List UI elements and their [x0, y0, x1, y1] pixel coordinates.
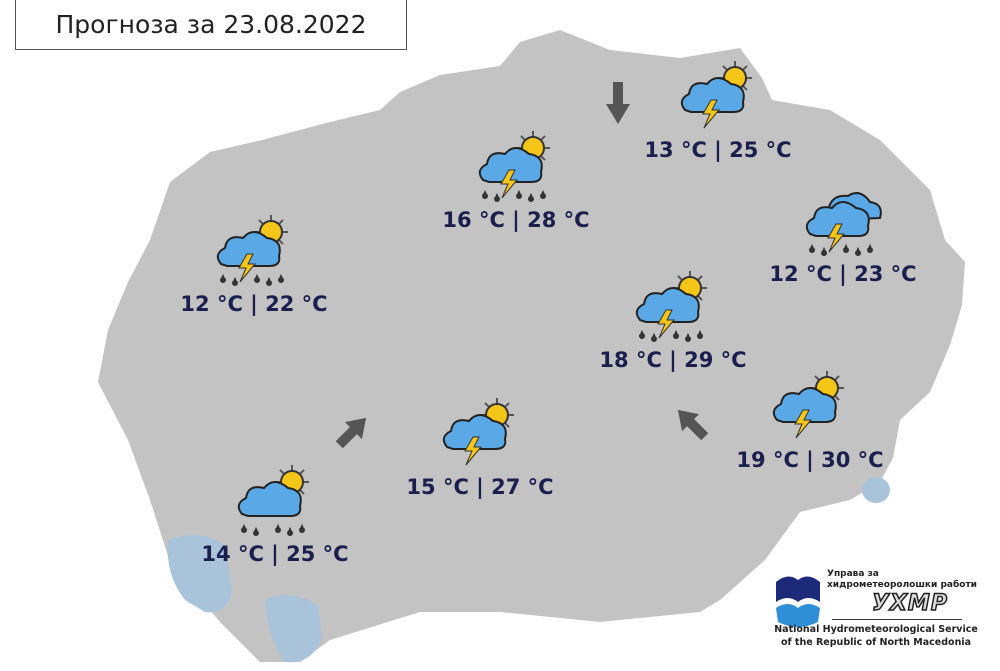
lake-ohrid [167, 535, 232, 613]
rain-icon [220, 274, 284, 286]
rain-icon [809, 244, 873, 256]
temperature-range: 19 °C | 30 °C [736, 448, 884, 472]
rain-icon [482, 190, 546, 202]
logo-agency-name: Управа за хидрометеоролошки работи [827, 569, 977, 590]
lightning-icon [702, 99, 721, 129]
cloud-icon [237, 481, 302, 517]
lightning-icon [827, 223, 846, 253]
sun-cloud-storm-rain-icon [416, 128, 616, 206]
temperature-range: 13 °C | 25 °C [644, 138, 792, 162]
sun-cloud-storm-icon [710, 368, 910, 446]
lightning-icon [464, 436, 483, 466]
rain-icon [639, 330, 703, 342]
logo-wave-icon [776, 576, 820, 627]
temperature-range: 12 °C | 23 °C [769, 262, 917, 286]
temperature-range: 15 °C | 27 °C [406, 475, 554, 499]
rain-icon [241, 524, 305, 536]
lake-prespa [265, 595, 322, 663]
temperature-range: 16 °C | 28 °C [442, 208, 590, 232]
forecast-location: 12 °C | 22 °C [154, 212, 354, 316]
temperature-range: 12 °C | 22 °C [180, 292, 328, 316]
cloud-icon [805, 201, 870, 237]
temperature-range: 18 °C | 29 °C [599, 348, 747, 372]
lightning-icon [794, 409, 813, 439]
wind-arrow-south-icon [606, 82, 630, 124]
forecast-location: 13 °C | 25 °C [618, 58, 818, 162]
land-area [98, 30, 965, 662]
cloud-icon [442, 414, 507, 450]
wind-arrow-southwest-icon [335, 417, 367, 449]
forecast-location: 15 °C | 27 °C [380, 395, 580, 499]
wind-arrow-northwest-icon [677, 409, 709, 441]
cloud-icon [680, 77, 745, 113]
logo-english-name: National Hydrometeorological Service of t… [774, 624, 978, 648]
sun-cloud-storm-rain-icon [154, 212, 354, 290]
sun-cloud-rain-icon [175, 462, 375, 540]
forecast-title: Прогноза за 23.08.2022 [15, 0, 407, 50]
cloud-icon [216, 231, 281, 267]
cloud-storm-rain-icon [743, 182, 943, 260]
sun-cloud-storm-rain-icon [573, 268, 773, 346]
lake-dojran [862, 477, 890, 503]
forecast-location: 16 °C | 28 °C [416, 128, 616, 232]
uhmr-logo: Управа за хидрометеоролошки работи УХМР … [762, 568, 998, 671]
lightning-icon [657, 309, 676, 339]
logo-divider [832, 619, 962, 620]
temperature-range: 14 °C | 25 °C [201, 542, 349, 566]
forecast-location: 14 °C | 25 °C [175, 462, 375, 566]
lightning-icon [500, 169, 519, 199]
sun-cloud-storm-icon [618, 58, 818, 136]
cloud-icon [478, 147, 543, 183]
forecast-location: 19 °C | 30 °C [710, 368, 910, 472]
forecast-location: 12 °C | 23 °C [743, 182, 943, 286]
logo-abbreviation: УХМР [871, 591, 948, 617]
cloud-icon [772, 387, 837, 423]
cloud-icon [635, 287, 700, 323]
forecast-location: 18 °C | 29 °C [573, 268, 773, 372]
sun-cloud-storm-icon [380, 395, 580, 473]
lightning-icon [238, 253, 257, 283]
